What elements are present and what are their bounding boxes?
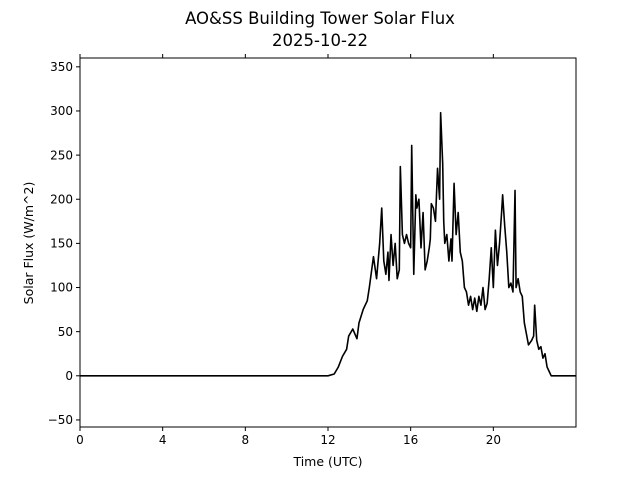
x-tick-label: 12 <box>320 433 335 447</box>
x-tick-label: 8 <box>242 433 250 447</box>
x-tick-label: 4 <box>159 433 167 447</box>
x-tick-label: 16 <box>403 433 418 447</box>
y-tick-label: 0 <box>65 369 73 383</box>
y-tick-label: 50 <box>58 325 73 339</box>
plot-area <box>80 111 576 377</box>
y-tick-label: −50 <box>48 413 73 427</box>
series-line-0 <box>80 111 576 377</box>
y-tick-label: 100 <box>50 281 73 295</box>
chart-title: AO&SS Building Tower Solar Flux <box>185 9 455 28</box>
y-axis-label: Solar Flux (W/m^2) <box>21 182 36 305</box>
y-tick-label: 150 <box>50 237 73 251</box>
axes-frame <box>79 57 577 428</box>
y-tick-label: 350 <box>50 60 73 74</box>
x-tick-label: 20 <box>486 433 501 447</box>
chart-subtitle: 2025-10-22 <box>272 31 368 50</box>
x-tick-label: 0 <box>76 433 84 447</box>
x-axis-label: Time (UTC) <box>292 454 362 469</box>
y-tick-label: 300 <box>50 104 73 118</box>
y-tick-label: 200 <box>50 192 73 206</box>
y-tick-label: 250 <box>50 148 73 162</box>
